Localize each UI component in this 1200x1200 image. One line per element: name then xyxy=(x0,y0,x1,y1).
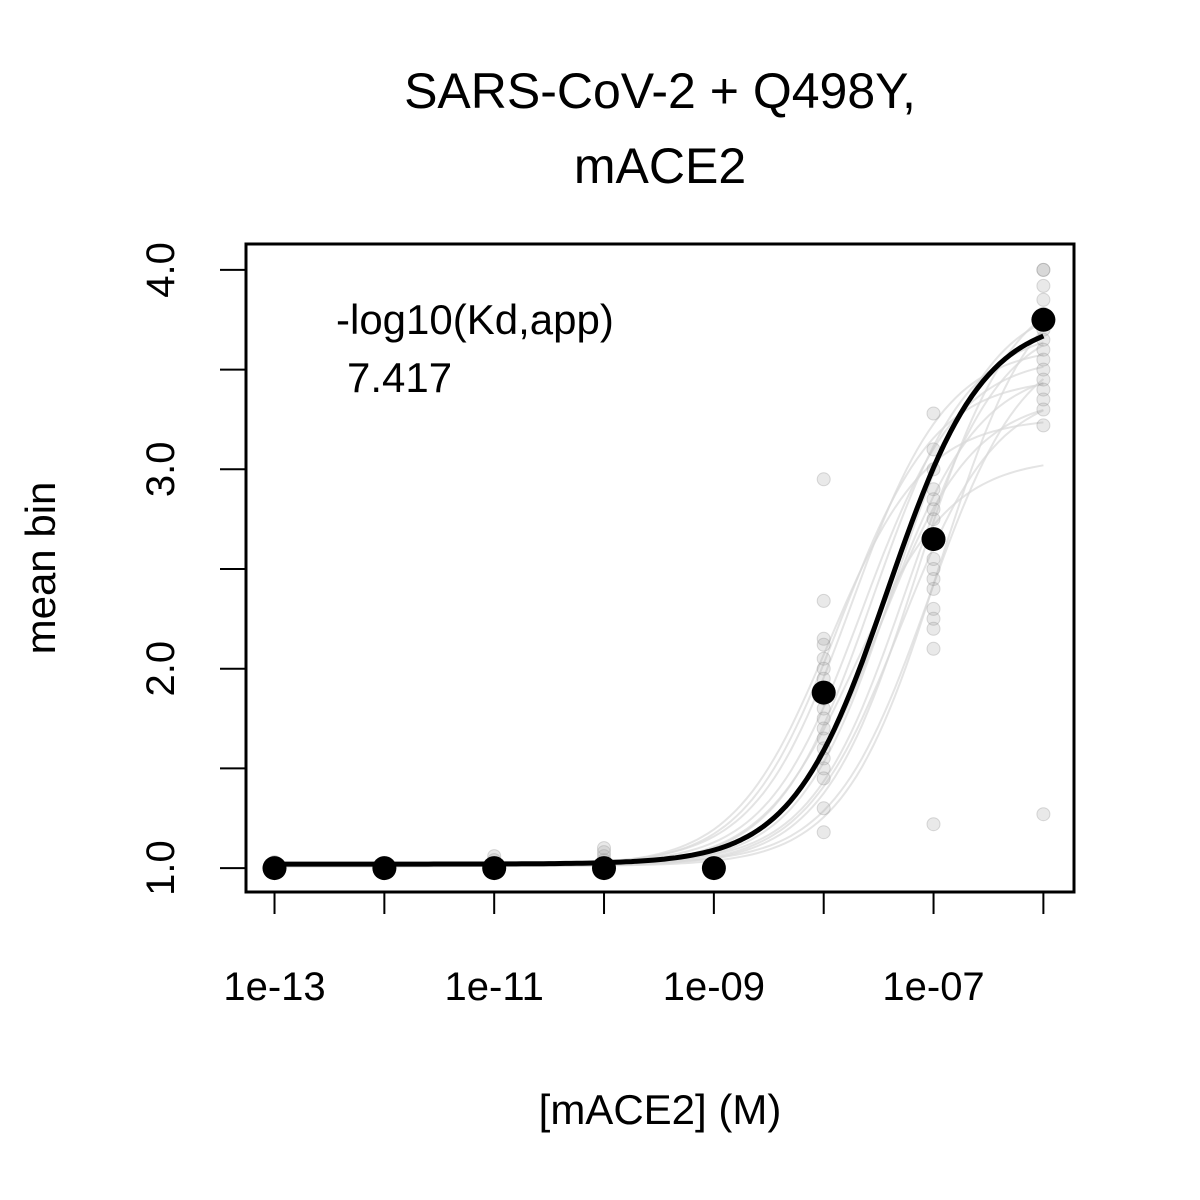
background-data-point xyxy=(816,825,831,840)
y-tick-label: 4.0 xyxy=(139,242,183,298)
x-tick-label: 1e-11 xyxy=(445,965,544,1009)
background-data-point xyxy=(1036,262,1051,277)
background-data-point xyxy=(926,641,941,656)
highlighted-data-points xyxy=(262,307,1056,881)
data-point xyxy=(811,680,836,705)
data-point xyxy=(482,856,507,881)
x-tick-label: 1e-07 xyxy=(882,965,984,1009)
background-data-point xyxy=(1036,372,1051,387)
background-data-point xyxy=(926,552,941,566)
x-tick-label: 1e-13 xyxy=(223,965,325,1009)
data-point xyxy=(921,527,946,552)
background-data-point xyxy=(816,651,831,666)
background-data-point xyxy=(597,841,611,856)
background-data-point xyxy=(926,492,941,507)
background-data-point xyxy=(816,661,831,676)
background-fit-curve xyxy=(274,321,1044,868)
y-tick-label: 2.0 xyxy=(139,641,183,697)
background-data-point xyxy=(816,721,831,736)
background-data-point xyxy=(926,611,941,626)
chart-title-line-1: SARS-CoV-2 + Q498Y, xyxy=(404,63,916,119)
background-data-point xyxy=(816,637,831,652)
background-data-point xyxy=(816,472,831,487)
annotation-value: 7.417 xyxy=(347,354,452,401)
chart-title-line-2: mACE2 xyxy=(574,138,746,194)
background-data-point xyxy=(926,601,941,616)
x-axis: 1e-13 1e-11 1e-09 1e-07 xyxy=(223,891,1045,1009)
background-data-point xyxy=(926,562,941,576)
x-tick-label: 1e-09 xyxy=(663,965,765,1009)
background-data-point xyxy=(816,711,831,726)
fit-curve xyxy=(274,333,1045,867)
background-data-point xyxy=(1036,807,1051,822)
background-data-point xyxy=(1036,392,1051,407)
background-data-point xyxy=(1036,418,1051,433)
background-data-point xyxy=(926,572,941,586)
annotation-label: -log10(Kd,app) xyxy=(336,296,614,343)
background-data-point xyxy=(926,502,941,517)
background-data-point xyxy=(816,801,831,816)
background-data-point xyxy=(926,406,941,421)
background-data-point xyxy=(816,593,831,608)
background-data-point xyxy=(1036,278,1051,293)
background-data-point xyxy=(1036,292,1051,307)
background-data-point xyxy=(1036,382,1051,397)
background-data-point xyxy=(926,817,941,832)
background-data-point xyxy=(926,621,941,636)
background-data-point xyxy=(1036,362,1051,377)
data-point xyxy=(701,856,726,881)
background-data-point xyxy=(1036,262,1051,277)
data-point xyxy=(592,856,616,881)
y-axis-label: mean bin xyxy=(17,482,64,655)
background-data-point xyxy=(1036,342,1051,357)
background-data-point xyxy=(816,761,831,776)
background-data-point xyxy=(1036,352,1051,367)
background-data-point xyxy=(1036,402,1051,417)
y-tick-label: 1.0 xyxy=(139,840,183,896)
x-axis-label: [mACE2] (M) xyxy=(539,1086,782,1133)
background-data-point xyxy=(926,581,941,596)
background-data-point xyxy=(816,631,831,646)
data-point xyxy=(262,856,287,881)
background-data-point xyxy=(926,512,941,527)
data-point xyxy=(372,856,397,881)
background-data-point xyxy=(816,771,831,786)
data-point xyxy=(1031,307,1056,332)
y-axis: 1.0 2.0 3.0 4.0 xyxy=(139,242,247,896)
y-tick-label: 3.0 xyxy=(139,441,183,497)
